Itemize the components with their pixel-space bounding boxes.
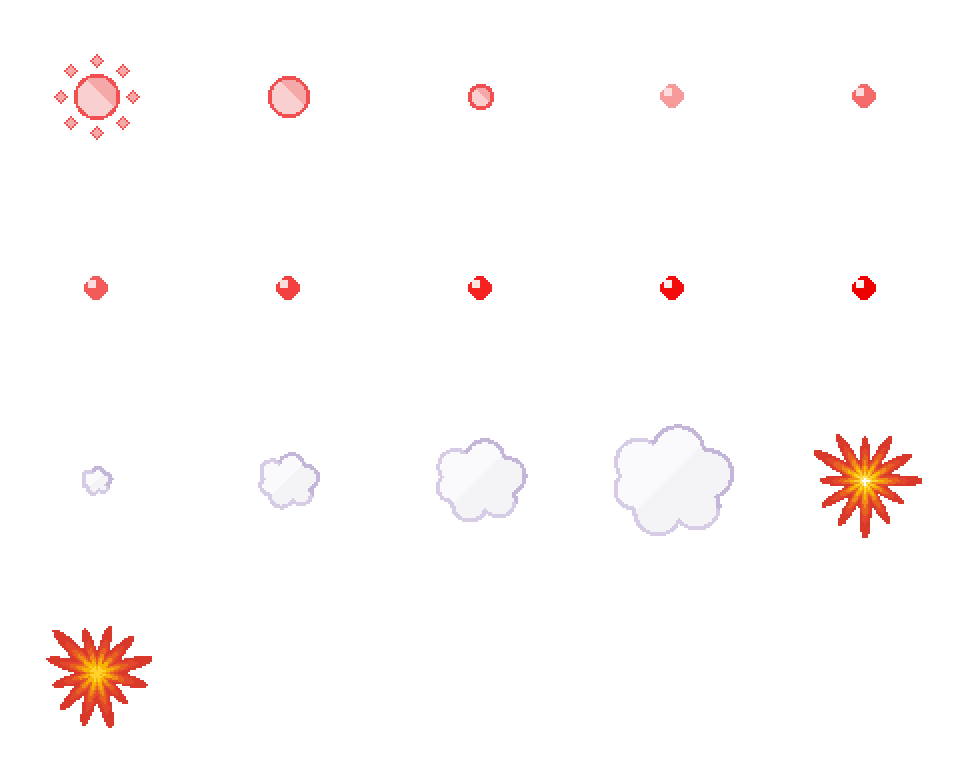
sprite-cell-frame-12[interactable]	[192, 384, 384, 576]
sprite-cell-frame-13[interactable]	[384, 384, 576, 576]
sprite-cell-empty-r4c3	[384, 576, 576, 768]
sprite-cell-frame-04[interactable]	[576, 0, 768, 192]
sprite-cell-frame-15[interactable]	[768, 384, 960, 576]
sprite-spark-red-pure	[852, 276, 876, 300]
sprite-cell-frame-08[interactable]	[384, 192, 576, 384]
sprite-spark-pale	[852, 84, 876, 108]
sprite-explosion-burst-gold-core	[46, 626, 152, 728]
sprite-explosion-burst-white-core	[814, 434, 922, 538]
sprite-smoke-puff-large	[614, 424, 734, 536]
sprite-cell-frame-14[interactable]	[576, 384, 768, 576]
sprite-smoke-puff-small	[258, 452, 320, 510]
sprite-cell-frame-09[interactable]	[576, 192, 768, 384]
sprite-cell-frame-03[interactable]	[384, 0, 576, 192]
sprite-cell-frame-11[interactable]	[0, 384, 192, 576]
sprite-cell-empty-r4c4	[576, 576, 768, 768]
sprite-cell-frame-01[interactable]	[0, 0, 192, 192]
sprite-ball-small-faded	[660, 84, 684, 108]
sprite-burst-ball-large-with-sparks	[54, 54, 140, 140]
sprite-spark-light-red	[84, 276, 108, 300]
sprite-smoke-puff-tiny	[82, 466, 114, 496]
sprite-spark-red-intense	[660, 276, 684, 300]
sprite-cell-frame-07[interactable]	[192, 192, 384, 384]
sprite-cell-frame-06[interactable]	[0, 192, 192, 384]
sprite-cell-empty-r4c5	[768, 576, 960, 768]
sprite-cell-frame-02[interactable]	[192, 0, 384, 192]
sprite-cell-frame-10[interactable]	[768, 192, 960, 384]
sprite-cell-frame-05[interactable]	[768, 0, 960, 192]
sprite-cell-empty-r4c2	[192, 576, 384, 768]
sprite-cell-frame-16[interactable]	[0, 576, 192, 768]
sprite-spark-red-hot	[468, 276, 492, 300]
sprite-smoke-puff-medium	[436, 438, 528, 522]
sprite-ball-medium	[468, 84, 494, 110]
sprite-ball-large	[268, 76, 310, 118]
sprite-spark-red	[276, 276, 300, 300]
